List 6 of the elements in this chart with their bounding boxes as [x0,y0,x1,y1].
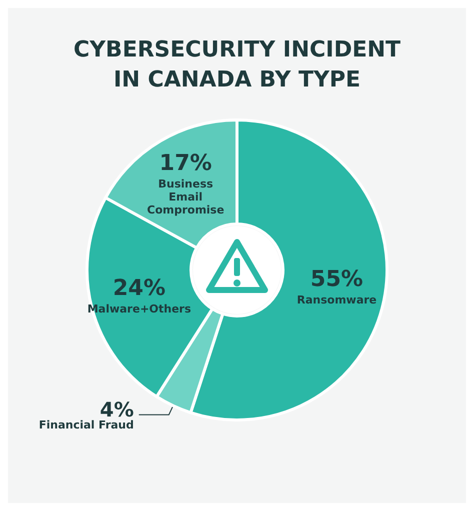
data-label: 24% [112,276,166,302]
slice-label: Ransomware [296,293,377,306]
data-label: 17% [159,151,212,176]
chart-title: CYBERSECURITY INCIDENT IN CANADA BY TYPE [73,38,401,92]
data-label: 55% [310,266,364,292]
slice-label: Business Email Compromise [146,178,224,217]
